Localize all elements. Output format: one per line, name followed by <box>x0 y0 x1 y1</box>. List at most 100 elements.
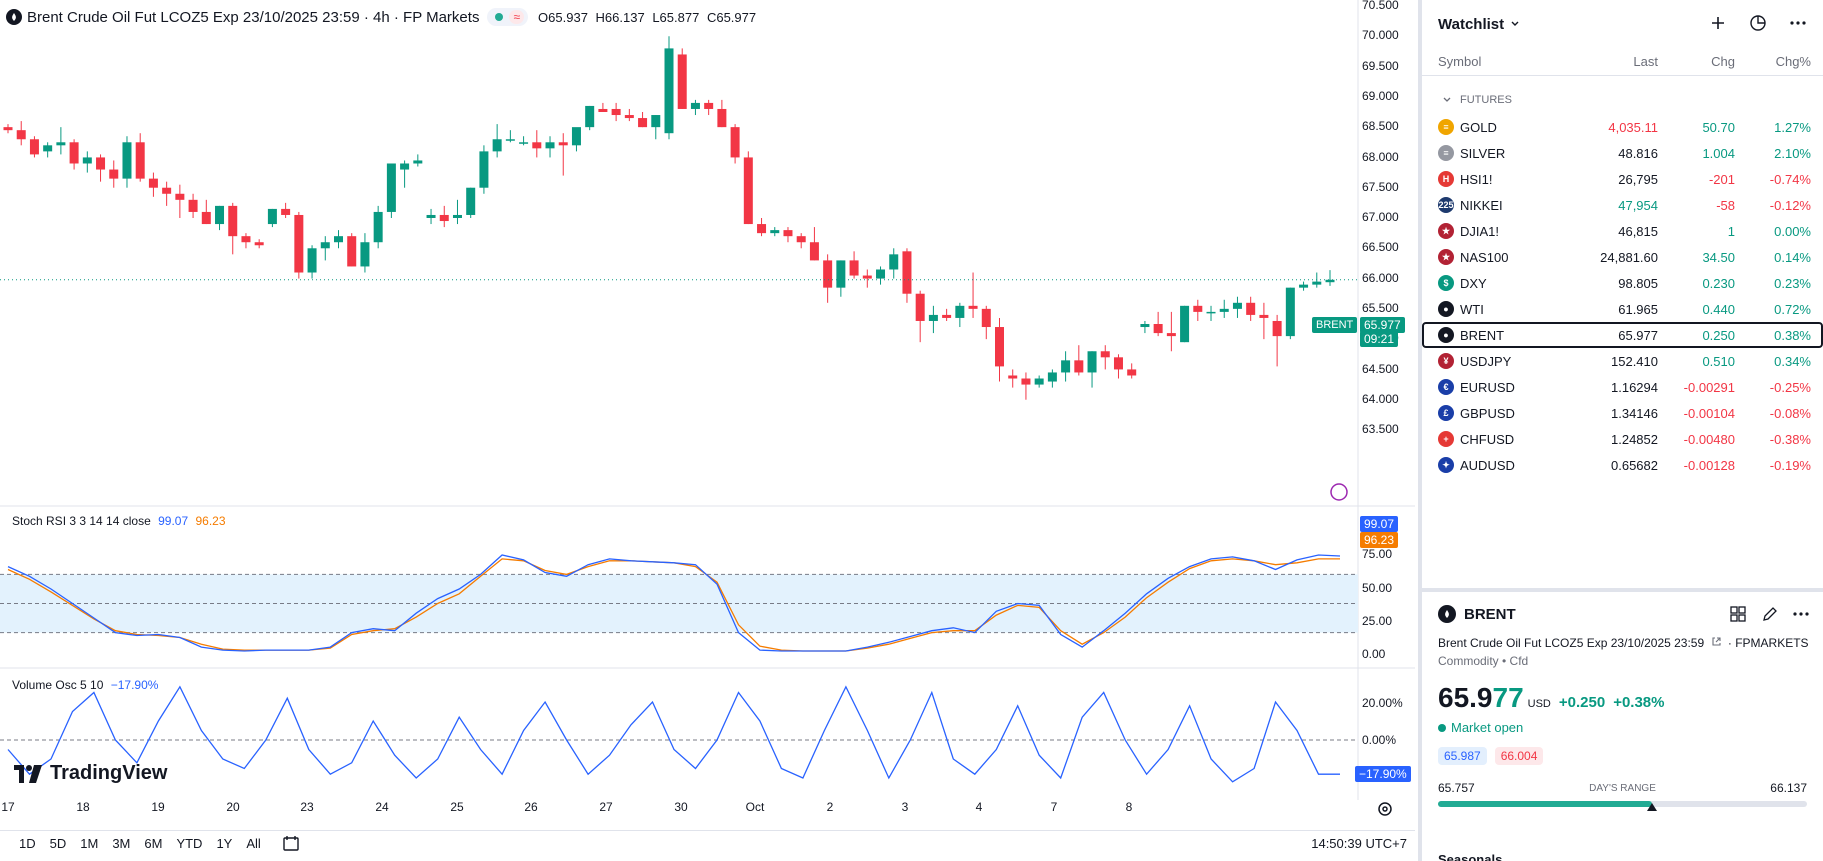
col-chgp[interactable]: Chg% <box>1775 54 1811 69</box>
chart-canvas[interactable] <box>0 0 1415 800</box>
watchlist-row-djia1[interactable]: ★ DJIA1! 46,815 1 0.00% <box>1422 218 1823 244</box>
chart-settings-icon[interactable] <box>1377 801 1393 817</box>
stoch-rsi-legend[interactable]: Stoch RSI 3 3 14 14 close 99.07 96.23 <box>12 514 226 528</box>
time-axis-label: 3 <box>901 800 909 814</box>
watchlist-last: 46,815 <box>1618 223 1658 239</box>
price-axis-label: 64.000 <box>1362 391 1399 406</box>
col-last[interactable]: Last <box>1633 54 1658 69</box>
more-options-button[interactable] <box>1787 12 1809 34</box>
more-dots-icon[interactable] <box>1793 605 1809 623</box>
oil-drop-icon: ● <box>1438 327 1454 343</box>
vol-axis-20: 20.00% <box>1362 696 1403 710</box>
watchlist-chgp: 0.23% <box>1774 275 1811 291</box>
candle <box>1312 281 1322 285</box>
watchlist-row-hsi1[interactable]: H HSI1! 26,795 -201 -0.74% <box>1422 166 1823 192</box>
range-button-5d[interactable]: 5D <box>49 836 67 851</box>
watchlist-last: 1.16294 <box>1611 379 1658 395</box>
range-button-ytd[interactable]: YTD <box>176 836 203 851</box>
tradingview-logo[interactable]: TradingView <box>14 762 167 785</box>
add-symbol-button[interactable] <box>1707 12 1729 34</box>
chart-area[interactable]: Brent Crude Oil Fut LCOZ5 Exp 23/10/2025… <box>0 0 1415 861</box>
candle <box>439 214 449 222</box>
watchlist-chgp: -0.19% <box>1769 457 1811 473</box>
gold-icon: ≡ <box>1438 119 1454 135</box>
range-button-1m[interactable]: 1M <box>80 836 99 851</box>
oil-drop-icon <box>1438 605 1456 623</box>
stoch-axis-25: 25.00 <box>1362 614 1393 628</box>
watchlist-row-usdjpy[interactable]: ¥ USDJPY 152.410 0.510 0.34% <box>1422 348 1823 374</box>
time-axis-label: 8 <box>1125 800 1133 814</box>
candle <box>228 205 238 237</box>
candle <box>664 48 674 134</box>
date-range-icon[interactable] <box>282 835 300 853</box>
candle <box>334 236 343 243</box>
tradingview-logo-text: TradingView <box>50 762 168 784</box>
col-chg[interactable]: Chg <box>1711 54 1735 69</box>
status-pill[interactable]: ≈ <box>487 8 529 26</box>
range-button-6m[interactable]: 6M <box>144 836 163 851</box>
stoch-d-value: 96.23 <box>195 514 226 528</box>
watchlist-row-chfusd[interactable]: + CHFUSD 1.24852 -0.00480 -0.38% <box>1422 426 1823 452</box>
candle <box>1061 360 1071 373</box>
range-button-1y[interactable]: 1Y <box>216 836 233 851</box>
candle <box>611 108 621 116</box>
watchlist-last: 4,035.11 <box>1608 119 1658 135</box>
watchlist-row-wti[interactable]: ● WTI 61.965 0.440 0.72% <box>1422 296 1823 322</box>
watchlist-row-eurusd[interactable]: € EURUSD 1.16294 -0.00291 -0.25% <box>1422 374 1823 400</box>
nikkei-icon: 225 <box>1438 197 1454 213</box>
utc-clock[interactable]: 14:50:39 UTC+7 <box>1311 836 1407 851</box>
market-status-dot <box>1438 723 1446 732</box>
range-button-all[interactable]: All <box>246 836 261 851</box>
candle <box>254 242 264 246</box>
stoch-k-value: 99.07 <box>158 514 189 528</box>
watchlist-title[interactable]: Watchlist <box>1438 15 1505 33</box>
watchlist-row-brent[interactable]: ● BRENT 65.977 0.250 0.38% <box>1422 322 1823 348</box>
watchlist-row-gbpusd[interactable]: £ GBPUSD 1.34146 -0.00104 -0.08% <box>1422 400 1823 426</box>
candle <box>902 251 912 294</box>
watchlist-row-silver[interactable]: ≡ SILVER 48.816 1.004 2.10% <box>1422 140 1823 166</box>
watchlist-row-nikkei[interactable]: 225 NIKKEI 47,954 -58 -0.12% <box>1422 192 1823 218</box>
chevron-down-icon[interactable] <box>1510 19 1520 29</box>
candle <box>968 305 978 309</box>
edit-icon[interactable] <box>1761 605 1779 623</box>
time-axis-label: 24 <box>375 800 389 814</box>
hsi-icon: H <box>1438 171 1454 187</box>
seasonals-heading[interactable]: Seasonals <box>1438 852 1503 861</box>
watchlist-symbol: SILVER <box>1460 145 1506 161</box>
advanced-view-button[interactable] <box>1747 12 1769 34</box>
time-axis-label: 20 <box>226 800 240 814</box>
candle <box>783 230 793 237</box>
candle <box>122 142 132 179</box>
alert-lightning-icon <box>1330 483 1348 501</box>
dollar-icon: $ <box>1438 275 1454 291</box>
watchlist-row-nas100[interactable]: ★ NAS100 24,881.60 34.50 0.14% <box>1422 244 1823 270</box>
details-category: Commodity • Cfd <box>1438 654 1529 668</box>
watchlist-chgp: -0.38% <box>1769 431 1811 447</box>
time-axis[interactable]: 17 18 19 20 23 24 25 26 27 30 Oct 2 3 4 7 8 <box>0 800 1415 820</box>
details-exchange[interactable]: FPMARKETS <box>1735 636 1809 650</box>
us-flag-icon: ★ <box>1438 223 1454 239</box>
futures-section[interactable]: FUTURES <box>1422 86 1823 114</box>
range-button-1d[interactable]: 1D <box>19 836 36 851</box>
range-button-3m[interactable]: 3M <box>112 836 131 851</box>
details-symbol[interactable]: BRENT <box>1464 605 1516 623</box>
watchlist-row-gold[interactable]: ≡ GOLD 4,035.11 50.70 1.27% <box>1422 114 1823 140</box>
candle <box>915 293 925 321</box>
candle <box>1219 308 1229 312</box>
watchlist-row-dxy[interactable]: $ DXY 98.805 0.230 0.23% <box>1422 270 1823 296</box>
candle <box>201 211 211 225</box>
watchlist-row-audusd[interactable]: ✦ AUDUSD 0.65682 -0.00128 -0.19% <box>1422 452 1823 478</box>
bar-countdown-tag: 09:21 <box>1360 331 1399 347</box>
day-range-label: DAY'S RANGE <box>1589 783 1656 794</box>
price-axis[interactable]: 70.500 70.000 69.500 69.000 68.500 68.000 67.5… <box>1358 0 1415 510</box>
candle <box>1034 378 1044 385</box>
chart-title[interactable]: Brent Crude Oil Fut LCOZ5 Exp 23/10/2025… <box>27 8 480 26</box>
grid-icon[interactable] <box>1729 605 1747 623</box>
external-link-icon[interactable] <box>1711 636 1722 647</box>
col-symbol[interactable]: Symbol <box>1438 54 1482 69</box>
volume-osc-legend[interactable]: Volume Osc 5 10 −17.90% <box>12 678 158 692</box>
candle <box>955 305 965 318</box>
range-buttons: 1D 5D 1M 3M 6M YTD 1Y All <box>0 834 268 853</box>
right-panel: Watchlist Symbol Last Chg Chg% FUTURES ≡… <box>1418 0 1823 861</box>
candle <box>1285 287 1295 337</box>
